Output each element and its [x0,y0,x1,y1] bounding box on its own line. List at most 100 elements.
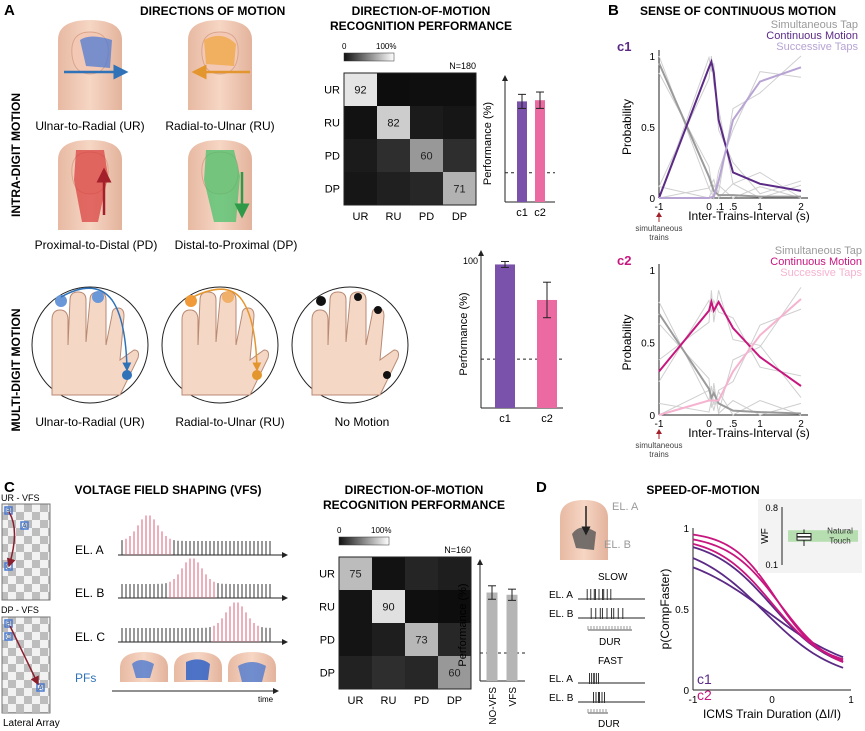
matrix-cell [410,106,443,139]
hand-label-ur: Ulnar-to-Radial (UR) [35,415,144,429]
series-line [659,66,802,199]
y-axis-arrow [502,75,508,81]
x-tick-label: c1 [499,413,511,425]
time-label: time [258,695,274,704]
slow-label: SLOW [598,572,628,583]
speed-el-b: EL. B [604,539,631,551]
colorscale-max: 100% [371,526,391,535]
legend-entry: Simultaneous Tap [775,245,862,257]
electrode-a-label: EL. A [75,543,104,557]
colorscale-bar [343,52,395,62]
electrode-c-label: EL. C [75,630,105,644]
fast-dur: DUR [598,719,620,730]
legend-entry: Continuous Motion [766,30,858,42]
legend-entry: Successive Taps [776,41,858,53]
matrix-cell [438,557,471,590]
matrix-cell-label: 71 [453,184,465,196]
y-axis-label: Performance (%) [457,583,469,666]
colorscale-max: 100% [376,42,396,51]
matrix-cell [344,73,377,106]
y-tick-label: 1 [649,52,655,63]
matrix-cell [344,139,377,172]
train-arrow [282,639,288,645]
matrix-cell-label: 60 [448,668,460,680]
y-axis-arrow [477,559,483,565]
band-label: Natural [827,527,853,536]
legend-entry: Simultaneous Tap [771,19,858,31]
y-tick-label: 0 [649,411,655,422]
matrix-cell [377,172,410,205]
col-label: UR [348,695,364,707]
bar [537,299,557,408]
speed-fingertip: EL. A EL. B [560,500,639,560]
inset-y-tick: 0.1 [765,560,778,570]
c-perf-title-1: DIRECTION-OF-MOTION [345,483,484,497]
matrix-cell [339,656,372,689]
y-axis-label: Performance (%) [458,292,470,375]
col-label: PD [414,695,429,707]
fast-el-a: EL. A [549,674,573,685]
a-perf-title-2: RECOGNITION PERFORMANCE [330,19,512,33]
matrix-cell [377,73,410,106]
x-tick-label: c2 [541,413,553,425]
panel-b-letter: B [608,2,619,19]
row-label: RU [324,118,340,130]
matrix-cell [410,73,443,106]
x-tick-label: 2 [798,202,804,213]
directions-title: DIRECTIONS OF MOTION [140,4,285,18]
col-label: RU [381,695,397,707]
matrix-frame [343,72,477,206]
array-dp-letter-a: A [38,685,43,692]
psychometric-curve [692,542,844,662]
hand-ru [161,286,279,404]
array-ur-letter-a: A [22,523,27,530]
matrix-cell-label: 82 [387,118,399,130]
x-tick-label: 1 [757,419,763,430]
panel-d-title: SPEED-OF-MOTION [646,483,759,497]
slow-dur: DUR [599,637,621,648]
hand-ur [31,286,149,404]
x-axis-label: Inter-Trains-Interval (s) [688,426,810,440]
matrix-cell [372,656,405,689]
electrode-b-label: EL. B [75,586,104,600]
multi-digit-label: MULTI-DIGIT MOTION [9,308,23,431]
psychometric-curve [692,557,844,669]
colorscale-min: 0 [342,42,347,51]
arrow-label: trains [649,450,669,459]
bar-chart-intra: Performance (%) c1 c2 [482,75,555,219]
array-caption: Lateral Array [3,718,60,729]
bar-chart-multi: Performance (%) 100 c1 c2 [458,250,563,425]
arrow-head [656,212,662,217]
x-axis-label: Inter-Trains-Interval (s) [688,209,810,223]
n-label: N=160 [444,545,471,555]
series-line [658,298,802,416]
label-ru: Radial-to-Ulnar (RU) [165,119,274,133]
matrix-cell [443,106,476,139]
x-tick-label: 0 [706,202,712,213]
row-label: PD [320,635,335,647]
legend-entry: Successive Taps [780,267,862,279]
psychometric-curve [692,566,844,659]
col-label: PD [419,211,434,223]
matrix-cell [405,557,438,590]
bar [486,592,498,681]
legend-entry: c1 [697,671,712,687]
pf-fingers: PFs time [75,652,279,704]
array-label-dp: DP - VFS [1,605,39,615]
panel-c-title: VOLTAGE FIELD SHAPING (VFS) [75,483,262,497]
bar [535,100,545,202]
x-tick-label: NO-VFS [488,687,499,725]
electrode-array-ur: UR - VFS B A C [1,493,51,601]
y-tick-label: 0.5 [641,339,655,350]
series-line [658,58,802,199]
x-tick-label: 0 [706,419,712,430]
electrode-array-dp: DP - VFS B C A Lateral Array [1,605,60,729]
matrix-cell [410,172,443,205]
x-tick-label: 2 [798,419,804,430]
speed-el-a: EL. A [612,501,639,513]
y-axis-arrow [478,250,484,256]
matrix-cell [438,656,471,689]
band-label: Touch [829,537,850,546]
row-label: DP [320,668,335,680]
